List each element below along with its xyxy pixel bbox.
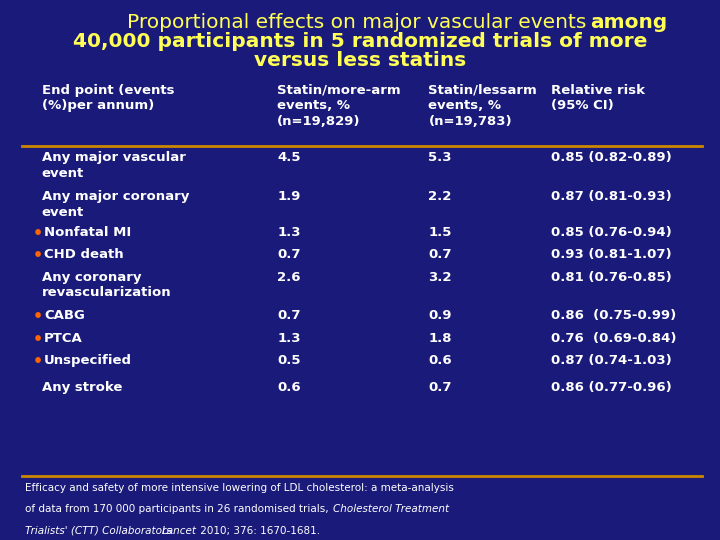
Text: 0.7: 0.7 [277, 248, 301, 261]
Text: Lancet: Lancet [162, 526, 197, 536]
Text: 0.93 (0.81-1.07): 0.93 (0.81-1.07) [551, 248, 672, 261]
Text: 0.76  (0.69-0.84): 0.76 (0.69-0.84) [551, 332, 676, 345]
Text: 0.87 (0.74-1.03): 0.87 (0.74-1.03) [551, 354, 672, 367]
Text: 0.86 (0.77-0.96): 0.86 (0.77-0.96) [551, 381, 672, 394]
Text: •: • [33, 226, 43, 241]
Text: CABG: CABG [44, 309, 85, 322]
Text: Any stroke: Any stroke [42, 381, 122, 394]
Text: Any coronary
revascularization: Any coronary revascularization [42, 271, 171, 299]
Text: 0.5: 0.5 [277, 354, 301, 367]
Text: Statin/more-arm
events, %
(n=19,829): Statin/more-arm events, % (n=19,829) [277, 84, 401, 127]
Text: 2.2: 2.2 [428, 190, 451, 203]
Text: Unspecified: Unspecified [44, 354, 132, 367]
Text: •: • [33, 354, 43, 369]
Text: 0.85 (0.82-0.89): 0.85 (0.82-0.89) [551, 151, 672, 164]
Text: 0.85 (0.76-0.94): 0.85 (0.76-0.94) [551, 226, 672, 239]
Text: •: • [33, 309, 43, 325]
Text: 4.5: 4.5 [277, 151, 301, 164]
Text: 3.2: 3.2 [428, 271, 452, 284]
Text: 0.6: 0.6 [428, 354, 452, 367]
Text: 0.6: 0.6 [277, 381, 301, 394]
Text: 0.7: 0.7 [277, 309, 301, 322]
Text: PTCA: PTCA [44, 332, 83, 345]
Text: versus less statins: versus less statins [254, 51, 466, 70]
Text: Cholesterol Treatment: Cholesterol Treatment [333, 504, 449, 515]
Text: Proportional effects on major vascular events: Proportional effects on major vascular e… [127, 14, 593, 32]
Text: 40,000 participants in 5 randomized trials of more: 40,000 participants in 5 randomized tria… [73, 32, 647, 51]
Text: •: • [33, 332, 43, 347]
Text: Relative risk
(95% CI): Relative risk (95% CI) [551, 84, 645, 112]
Text: Trialists' (CTT) Collaborators.: Trialists' (CTT) Collaborators. [25, 526, 179, 536]
Text: Any major vascular
event: Any major vascular event [42, 151, 186, 180]
Text: 0.7: 0.7 [428, 248, 452, 261]
Text: CHD death: CHD death [44, 248, 124, 261]
Text: 1.9: 1.9 [277, 190, 300, 203]
Text: Any major coronary
event: Any major coronary event [42, 190, 189, 219]
Text: 0.87 (0.81-0.93): 0.87 (0.81-0.93) [551, 190, 672, 203]
Text: End point (events
(%)per annum): End point (events (%)per annum) [42, 84, 174, 112]
Text: 1.5: 1.5 [428, 226, 451, 239]
Text: 0.9: 0.9 [428, 309, 452, 322]
Text: 1.3: 1.3 [277, 332, 301, 345]
Text: Efficacy and safety of more intensive lowering of LDL cholesterol: a meta-analys: Efficacy and safety of more intensive lo… [25, 483, 454, 493]
Text: Nonfatal MI: Nonfatal MI [44, 226, 131, 239]
Text: 2010; 376: 1670-1681.: 2010; 376: 1670-1681. [197, 526, 320, 536]
Text: 1.3: 1.3 [277, 226, 301, 239]
Text: of data from 170 000 participants in 26 randomised trials,: of data from 170 000 participants in 26 … [25, 504, 332, 515]
Text: 0.86  (0.75-0.99): 0.86 (0.75-0.99) [551, 309, 676, 322]
Text: Statin/lessarm
events, %
(n=19,783): Statin/lessarm events, % (n=19,783) [428, 84, 537, 127]
Text: 0.81 (0.76-0.85): 0.81 (0.76-0.85) [551, 271, 672, 284]
Text: 2.6: 2.6 [277, 271, 301, 284]
Text: 5.3: 5.3 [428, 151, 452, 164]
Text: 0.7: 0.7 [428, 381, 452, 394]
Text: 1.8: 1.8 [428, 332, 452, 345]
Text: •: • [33, 248, 43, 263]
Text: among: among [590, 14, 667, 32]
